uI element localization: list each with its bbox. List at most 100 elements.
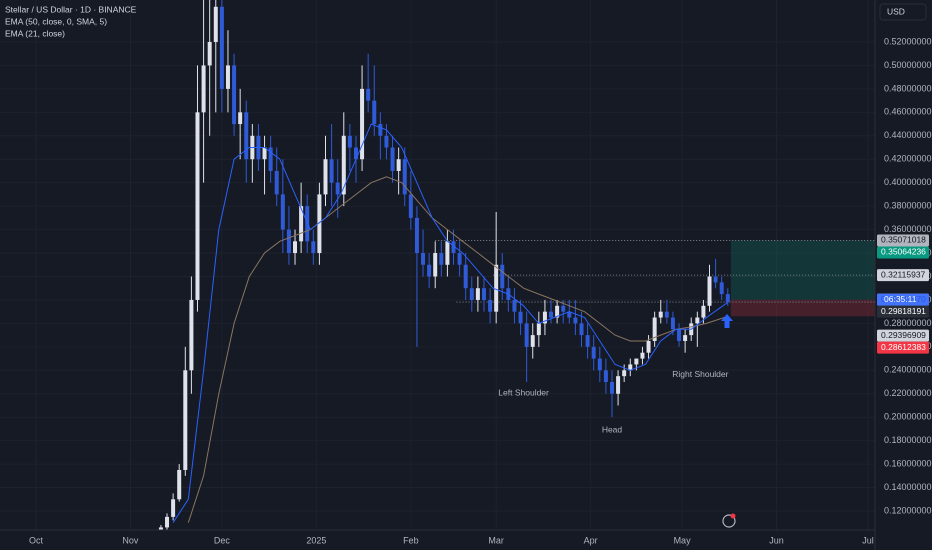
price-label: 0.29396909 (881, 330, 926, 340)
annotation: Left Shoulder (498, 387, 549, 397)
candle-body (695, 317, 700, 324)
candle-body (591, 346, 596, 359)
candle-body (579, 323, 584, 336)
candle-body (244, 112, 249, 160)
currency-button[interactable] (879, 3, 927, 21)
candle-body (622, 370, 627, 377)
x-tick-label: Jun (769, 535, 784, 545)
candle-body (207, 41, 212, 66)
arrow-icon (721, 314, 733, 328)
y-tick-label: 0.44000000 (884, 130, 932, 140)
annotation: Right Shoulder (672, 369, 728, 379)
candle-body (201, 65, 206, 113)
x-tick-label: 2025 (306, 535, 326, 545)
candle-body (378, 124, 383, 136)
candle-body (189, 299, 194, 371)
candle-body (512, 299, 517, 312)
candle-body (555, 305, 560, 318)
candle-body (317, 194, 322, 254)
y-tick-label: 0.40000000 (884, 177, 932, 187)
candle-body (536, 323, 541, 336)
y-tick-label: 0.20000000 (884, 412, 932, 422)
candle-body (293, 241, 298, 254)
candle-body (567, 311, 572, 318)
logo-icon (722, 513, 736, 528)
candle-body (725, 294, 730, 303)
price-label: 0.35064236 (881, 247, 926, 257)
candle-body (171, 499, 176, 517)
candle-body (299, 206, 304, 242)
candle-body (396, 159, 401, 171)
x-tick-label: Jul (862, 535, 874, 545)
y-tick-label: 0.14000000 (884, 482, 932, 492)
x-tick-label: Oct (29, 535, 44, 545)
ema-line (187, 176, 728, 523)
candle-body (609, 382, 614, 394)
candle-body (219, 6, 224, 89)
candle-body (286, 229, 291, 254)
x-tick-label: Dec (214, 535, 231, 545)
countdown-bg (877, 293, 929, 306)
y-tick-label: 0.46000000 (884, 107, 932, 117)
y-tick-label: 0.42000000 (884, 154, 932, 164)
candle-body (628, 364, 633, 371)
candle-body (335, 182, 340, 195)
ema-line (172, 123, 729, 523)
price-label-bg (877, 341, 929, 354)
candle-body (481, 288, 486, 300)
grid (0, 0, 875, 530)
candle-body (634, 358, 639, 365)
countdown: 06:35:11 (884, 294, 917, 304)
candle-body (268, 147, 273, 171)
currency[interactable]: USD (887, 6, 905, 16)
candle-body (439, 253, 444, 265)
candle-body (262, 147, 267, 160)
y-tick-label: 0.52000000 (884, 36, 932, 46)
y-tick-label: 0.36000000 (884, 224, 932, 234)
candle-body (573, 317, 578, 324)
candle-body (213, 6, 218, 42)
candle-body (701, 305, 706, 318)
candle-body (683, 335, 688, 341)
candle-body (408, 194, 413, 218)
axes: 0.12000000 0.14000000 0.16000000 0.18000000… (29, 36, 932, 545)
candle-body (713, 276, 718, 283)
candle-body (366, 88, 371, 101)
x-tick-label: Apr (584, 535, 598, 545)
y-tick-label: 0.12000000 (884, 505, 932, 515)
price-label-bg (877, 305, 929, 318)
candle-body (183, 370, 188, 470)
indicator-legend: EMA (50, close, 0, SMA, 5) (5, 16, 107, 26)
candle-body (719, 282, 724, 295)
candle-body (353, 147, 358, 160)
candle-body (195, 112, 200, 300)
candle-body (341, 135, 346, 195)
y-tick-label: 0.18000000 (884, 435, 932, 445)
candle-body (707, 276, 712, 306)
price-label-bg (877, 246, 929, 259)
candle-body (469, 288, 474, 300)
candle-body (165, 516, 170, 528)
candle-body (232, 65, 237, 125)
y-tick-label: 0.24000000 (884, 365, 932, 375)
y-tick-label: 0.48000000 (884, 83, 932, 93)
candle-body (274, 170, 279, 195)
candle-body (677, 329, 682, 341)
price-label-bg (877, 234, 929, 247)
candle-body (329, 159, 334, 183)
candle-body (238, 112, 243, 125)
candle-body (311, 241, 316, 254)
chart-title: Stellar / US Dollar · 1D · BINANCE (5, 4, 137, 14)
candle-body (518, 311, 523, 324)
candle-body (670, 317, 675, 330)
candle-body (433, 253, 438, 277)
candle-body (658, 311, 663, 318)
y-tick-label: 0.16000000 (884, 458, 932, 468)
candle-body (616, 376, 621, 394)
candle-body (646, 340, 651, 353)
price-label-bg (877, 329, 929, 342)
candle-body (347, 135, 352, 148)
candle-body (500, 264, 505, 289)
candle-body (457, 253, 462, 265)
candle-body (177, 469, 182, 500)
